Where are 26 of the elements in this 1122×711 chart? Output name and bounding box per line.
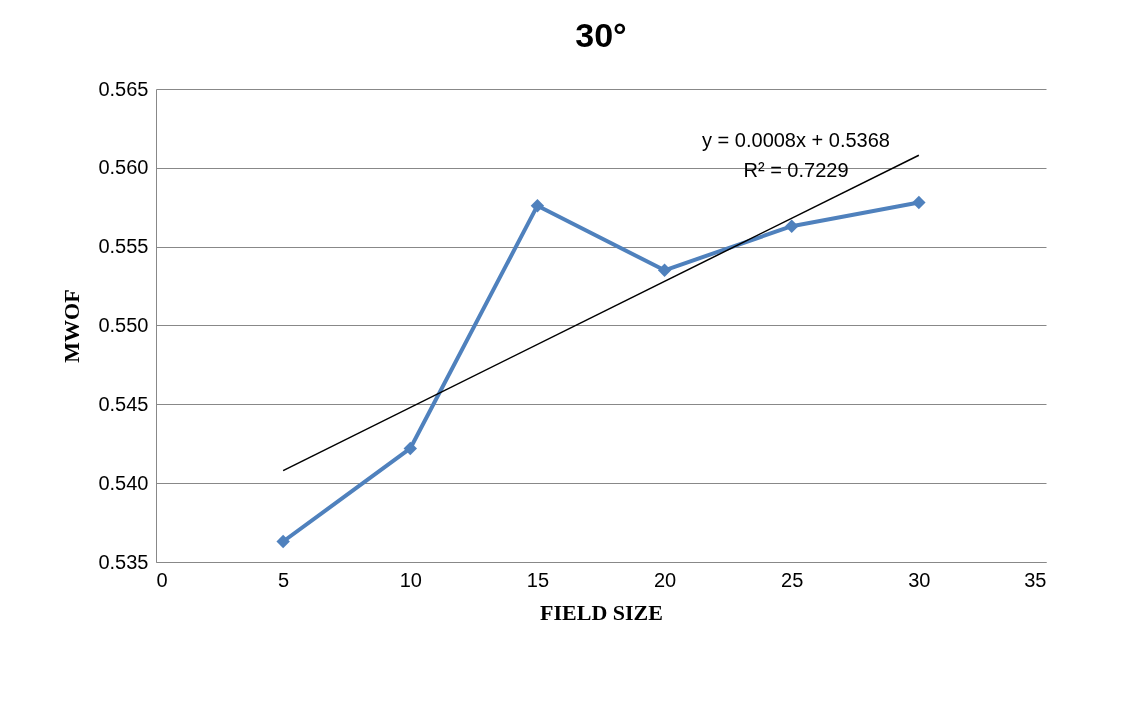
x-tick-label: 10	[399, 568, 422, 591]
y-tick-label: 0.550	[98, 314, 149, 336]
x-tick-label: 30	[908, 568, 931, 591]
y-tick-label: 0.535	[98, 550, 149, 573]
y-tick-label: 0.555	[98, 235, 149, 258]
x-tick-label: 5	[278, 568, 290, 591]
y-tick-label: 0.540	[98, 471, 149, 494]
x-tick-label: 35	[1024, 568, 1047, 591]
annotation: R² = 0.7229	[743, 159, 849, 181]
x-axis-title: FIELD SIZE	[540, 599, 663, 625]
x-tick-label: 0	[156, 568, 168, 591]
point	[276, 534, 290, 549]
y-tick-label: 0.545	[98, 392, 149, 415]
y-axis-title: MWOF	[59, 289, 85, 363]
point	[785, 219, 799, 233]
chart-title: 30°	[575, 16, 627, 54]
point	[657, 263, 672, 278]
point	[530, 198, 545, 213]
x-tick-label: 25	[781, 568, 804, 591]
annotation: y = 0.0008x + 0.5368	[702, 129, 890, 151]
point	[912, 195, 926, 210]
x-tick-label: 15	[526, 568, 550, 591]
x-tick-label: 20	[653, 568, 677, 591]
y-tick-label: 0.565	[98, 77, 149, 100]
point	[403, 441, 417, 456]
y-tick-label: 0.560	[98, 156, 149, 179]
